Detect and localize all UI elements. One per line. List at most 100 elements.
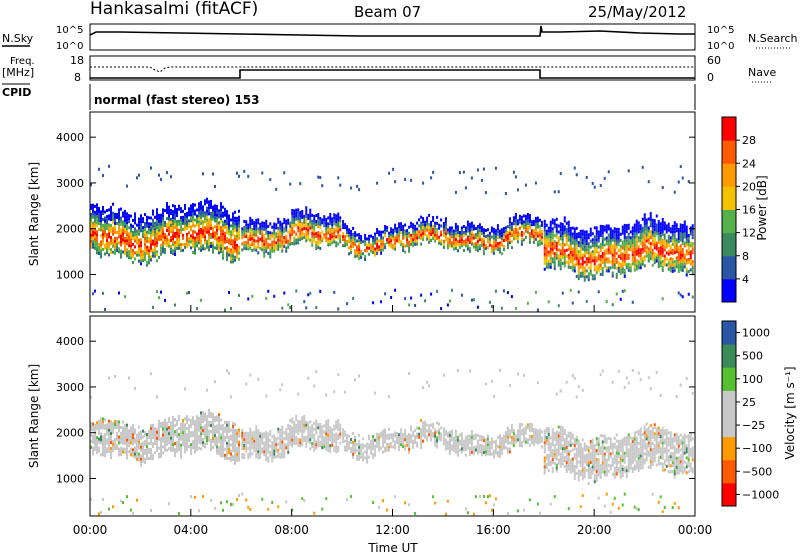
data-cell [168,229,170,233]
data-cell [319,434,322,438]
data-cell [358,439,361,443]
data-cell [394,241,397,245]
data-cell [198,229,200,233]
data-cell [603,255,606,259]
data-cell [623,253,626,257]
data-cell [148,240,150,244]
data-cell [492,251,495,255]
data-cell [468,237,471,241]
data-cell [287,447,290,451]
data-cell [210,421,212,425]
data-cell-sparse [170,175,172,179]
data-cell [317,444,320,448]
data-cell [200,245,202,249]
data-cell [271,243,274,247]
data-cell [512,438,515,442]
data-cell [253,248,256,252]
data-cell [659,255,662,259]
data-cell [565,233,568,237]
data-cell [162,439,164,443]
data-cell-ground [506,511,509,515]
data-cell [597,245,600,249]
data-cell [236,243,238,247]
data-cell [226,444,228,448]
data-cell [285,249,288,253]
data-cell [627,253,630,257]
data-cell [319,428,322,432]
data-cell [492,242,495,246]
data-cell [114,215,116,219]
data-cell-sparse [275,187,278,191]
data-cell [506,429,509,433]
data-cell [448,442,451,446]
data-cell [188,225,190,229]
data-cell [496,450,499,454]
data-cell [364,248,367,252]
data-cell [130,426,132,430]
data-cell [402,433,405,437]
data-cell [190,210,192,214]
data-cell [291,426,294,430]
data-cell [200,426,202,430]
data-cell-ground [414,511,417,515]
data-cell [329,221,332,225]
data-cell [412,226,415,230]
data-cell [486,240,489,244]
data-cell-sparse [508,384,511,388]
data-cell [342,238,345,242]
data-cell [156,217,158,221]
data-cell [206,200,208,204]
data-cell [346,243,349,247]
data-cell [589,260,592,264]
data-cell [482,252,485,256]
data-cell [319,222,322,226]
data-cell [226,432,228,436]
data-cell [136,229,138,233]
data-cell [120,219,122,223]
data-cell [470,444,473,448]
data-cell [295,214,298,218]
data-cell [687,233,690,237]
data-cell [384,428,387,432]
data-cell [259,237,262,241]
data-cell [140,250,142,254]
data-cell [587,254,590,258]
data-cell [476,433,479,437]
data-cell [241,227,244,231]
data-cell [162,232,164,236]
data-cell [291,220,294,224]
data-cell [327,418,330,422]
data-cell [619,232,622,236]
data-cell [524,214,527,218]
data-cell-ground [476,305,479,309]
data-cell [372,244,375,248]
data-cell [172,225,174,229]
data-cell-ground [378,505,381,509]
data-cell [118,438,120,442]
data-cell [456,435,459,439]
data-cell [446,228,449,232]
data-cell [170,235,172,239]
data-cell [126,242,128,246]
data-cell-ground [305,306,308,310]
data-cell-sparse [484,382,487,386]
data-cell [540,220,543,224]
data-cell [202,229,204,233]
data-cell [543,225,546,229]
data-cell [675,262,678,266]
data-cell [454,441,457,445]
data-cell [295,241,298,245]
data-cell [208,236,210,240]
data-cell [627,265,630,269]
data-cell [492,236,495,240]
data-cell [450,241,453,245]
data-cell [138,217,140,221]
data-cell [470,435,473,439]
data-cell [396,434,399,438]
data-cell [226,240,228,244]
data-cell [319,440,322,444]
data-cell [297,431,300,435]
data-cell [360,455,363,459]
power-ylabel: Slant Range [km] [27,162,41,266]
data-cell [488,446,491,450]
